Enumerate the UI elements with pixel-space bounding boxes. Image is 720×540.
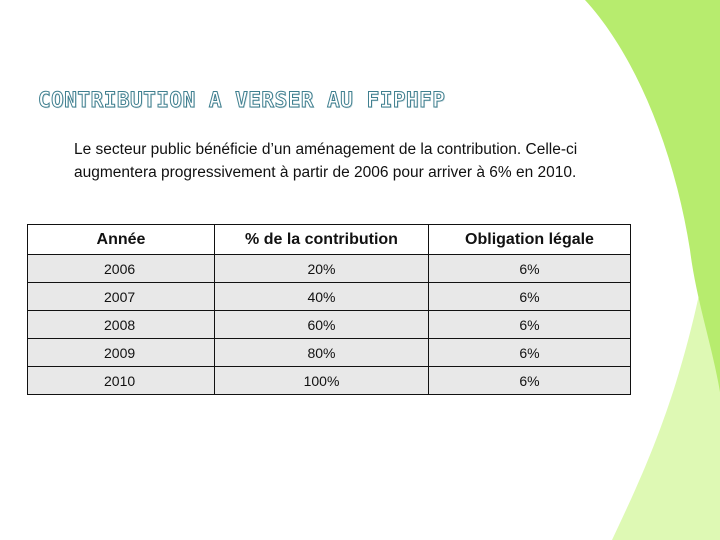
column-header-legal-obligation: Obligation légale	[428, 224, 631, 255]
column-header-contribution: % de la contribution	[214, 224, 429, 255]
cell-contribution: 20%	[214, 254, 429, 283]
cell-legal-obligation: 6%	[428, 282, 631, 311]
cell-contribution: 40%	[214, 282, 429, 311]
table-row: 2008 60% 6%	[27, 310, 631, 339]
cell-legal-obligation: 6%	[428, 338, 631, 367]
table-row: 2009 80% 6%	[27, 338, 631, 367]
table-header-row: Année % de la contribution Obligation lé…	[27, 224, 631, 255]
column-header-year: Année	[27, 224, 215, 255]
table-row: 2010 100% 6%	[27, 366, 631, 395]
cell-contribution: 80%	[214, 338, 429, 367]
cell-contribution: 100%	[214, 366, 429, 395]
cell-year: 2010	[27, 366, 215, 395]
cell-legal-obligation: 6%	[428, 310, 631, 339]
cell-year: 2006	[27, 254, 215, 283]
cell-legal-obligation: 6%	[428, 254, 631, 283]
cell-contribution: 60%	[214, 310, 429, 339]
cell-legal-obligation: 6%	[428, 366, 631, 395]
cell-year: 2009	[27, 338, 215, 367]
table-row: 2006 20% 6%	[27, 254, 631, 283]
cell-year: 2007	[27, 282, 215, 311]
contribution-table: Année % de la contribution Obligation lé…	[27, 224, 631, 395]
table-row: 2007 40% 6%	[27, 282, 631, 311]
slide-title: CONTRIBUTION A VERSER AU FIPHFP	[37, 88, 446, 113]
intro-paragraph: Le secteur public bénéficie d’un aménage…	[74, 141, 578, 181]
cell-year: 2008	[27, 310, 215, 339]
